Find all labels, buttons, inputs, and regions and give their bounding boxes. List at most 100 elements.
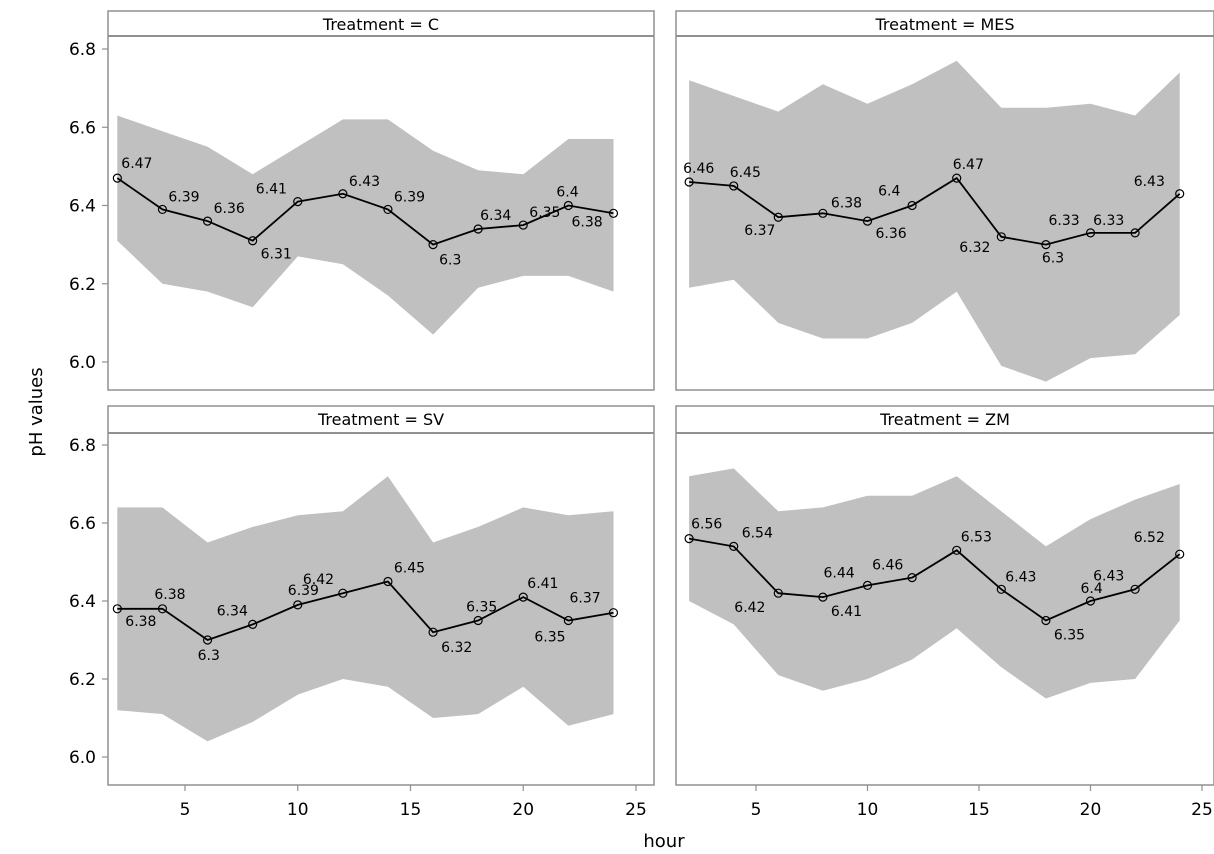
- panel-zm: 6.566.546.42 6.416.44 6.466.536.436.356.46…: [675, 405, 1214, 820]
- data-label: 6.39: [288, 583, 319, 599]
- data-label: 6.41: [831, 604, 862, 620]
- data-point: [518, 592, 528, 602]
- y-tick-label: 6.8: [69, 40, 96, 60]
- data-label: 6.47: [121, 156, 152, 172]
- data-point: [112, 604, 122, 614]
- data-point: [952, 545, 962, 555]
- data-label: 6.4: [1081, 581, 1103, 597]
- panel-frame: [107, 10, 655, 391]
- data-label: 6.39: [394, 189, 425, 205]
- data-label: 6.38: [154, 587, 185, 603]
- y-tick-label: 6.8: [69, 436, 96, 456]
- data-point: [1175, 549, 1185, 559]
- data-label: 6.35: [1054, 628, 1085, 644]
- data-label: 6.35: [529, 205, 560, 221]
- data-point: [248, 236, 258, 246]
- y-axis-title: pH values: [26, 367, 47, 456]
- data-label: 6.3: [439, 253, 461, 269]
- data-label: 6.32: [441, 640, 472, 656]
- data-point: [818, 208, 828, 218]
- confidence-band: [689, 60, 1180, 382]
- x-tick-label: 10: [287, 800, 309, 820]
- data-label: 6.4: [556, 185, 578, 201]
- data-label: 6.34: [217, 603, 248, 619]
- data-point: [684, 533, 694, 544]
- data-label: 6.36: [214, 201, 245, 217]
- series-line: [688, 537, 1181, 622]
- data-label: 6.56: [691, 517, 722, 533]
- y-tick-label: 6.4: [69, 592, 96, 612]
- data-point: [862, 580, 873, 591]
- series-line: [689, 176, 1181, 246]
- series-line: [116, 177, 614, 246]
- series-line: [117, 580, 614, 641]
- data-label: 6.37: [744, 223, 775, 239]
- data-label: 6.52: [1134, 530, 1165, 546]
- data-label: 6.35: [466, 600, 497, 616]
- x-tick-label: 25: [1191, 800, 1213, 820]
- data-point: [608, 208, 619, 218]
- data-point: [428, 627, 438, 637]
- data-label: 6.36: [876, 226, 907, 242]
- data-point: [684, 177, 694, 187]
- data-label: 6.54: [742, 525, 773, 541]
- confidence-band: [689, 468, 1180, 699]
- data-point: [907, 572, 917, 583]
- y-tick-label: 6.0: [69, 353, 96, 373]
- data-label: 6.3: [198, 648, 220, 664]
- data-point: [293, 600, 303, 610]
- data-label: 6.41: [527, 576, 558, 592]
- data-point: [563, 615, 573, 626]
- data-point: [729, 181, 739, 191]
- data-point: [1130, 228, 1140, 238]
- data-label: 6.33: [1093, 213, 1124, 229]
- data-label: 6.46: [683, 161, 714, 177]
- data-label: 6.38: [125, 614, 156, 630]
- y-tick-label: 6.6: [69, 118, 96, 138]
- x-tick-label: 25: [625, 800, 647, 820]
- data-point: [428, 240, 438, 250]
- x-tick-label: 5: [751, 800, 762, 820]
- data-point: [383, 576, 393, 587]
- data-point: [157, 604, 168, 614]
- data-point: [1085, 228, 1096, 238]
- data-label: 6.43: [1005, 569, 1036, 585]
- data-label: 6.42: [303, 572, 334, 588]
- data-label: 6.32: [959, 240, 990, 256]
- panel-frame: [675, 405, 1214, 786]
- data-label: 6.34: [480, 208, 511, 224]
- data-label: 6.33: [1049, 213, 1080, 229]
- data-label: 6.43: [349, 174, 380, 190]
- data-point: [202, 216, 213, 226]
- data-label: 6.43: [1093, 568, 1124, 584]
- y-tick-label: 6.6: [69, 514, 96, 534]
- data-point: [1130, 584, 1140, 594]
- data-point: [996, 584, 1006, 594]
- data-point: [773, 212, 783, 222]
- y-tick-label: 6.4: [69, 197, 96, 217]
- panel-title: Treatment = ZM: [879, 410, 1010, 429]
- panel-title: Treatment = C: [322, 15, 439, 34]
- data-label: 6.38: [831, 195, 862, 211]
- data-point: [202, 635, 213, 645]
- y-tick-label: 6.0: [69, 748, 96, 768]
- data-label: 6.47: [953, 157, 984, 173]
- data-label: 6.31: [261, 247, 292, 263]
- data-label: 6.45: [394, 561, 425, 577]
- data-label: 6.46: [872, 558, 903, 574]
- data-point: [383, 204, 393, 215]
- data-point: [996, 232, 1006, 242]
- x-tick-label: 20: [1080, 800, 1102, 820]
- data-label: 6.43: [1134, 174, 1165, 190]
- data-point: [729, 541, 739, 552]
- data-label: 6.42: [734, 600, 765, 616]
- data-point: [293, 196, 303, 207]
- data-point: [338, 189, 348, 199]
- confidence-band: [117, 115, 614, 335]
- data-point: [952, 173, 962, 183]
- panel-sv: 6.38 6.38 6.3 6.34 6.396.42 6.45 6.32 6.35 6.41 6…: [69, 405, 655, 820]
- data-label: 6.41: [256, 182, 287, 198]
- data-label: 6.44: [824, 565, 855, 581]
- x-tick-label: 20: [512, 800, 534, 820]
